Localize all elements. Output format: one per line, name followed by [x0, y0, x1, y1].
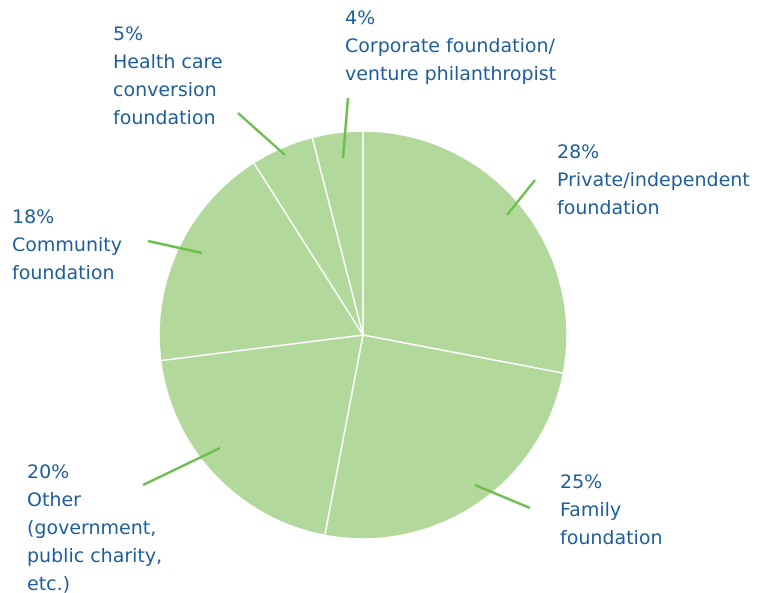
leader-line	[341, 97, 350, 159]
leader-line	[237, 112, 286, 156]
leader-line	[506, 179, 536, 216]
leader-line	[147, 239, 203, 255]
slice-label: Family foundation	[560, 499, 663, 549]
leader-line	[142, 446, 221, 487]
slice-percent: 18%	[12, 206, 55, 228]
slice-label: Health care conversion foundation	[113, 51, 223, 129]
pie-slice	[311, 130, 364, 336]
pie-slice	[323, 334, 565, 540]
slice-percent: 28%	[557, 141, 600, 163]
slice-label: Community foundation	[12, 234, 122, 284]
slice-label: Private/independent foundation	[557, 169, 750, 219]
slice-percent: 4%	[345, 7, 376, 29]
slice-label: Other (government, public charity, etc.)	[27, 489, 163, 593]
pie-slice	[362, 130, 568, 375]
leader-line	[474, 483, 531, 510]
slice-percent: 5%	[113, 23, 144, 45]
pie-slice	[159, 334, 364, 537]
slice-percent: 20%	[27, 461, 70, 483]
slice-label: Corporate foundation/ venture philanthro…	[345, 35, 557, 85]
slice-percent: 25%	[560, 471, 603, 493]
